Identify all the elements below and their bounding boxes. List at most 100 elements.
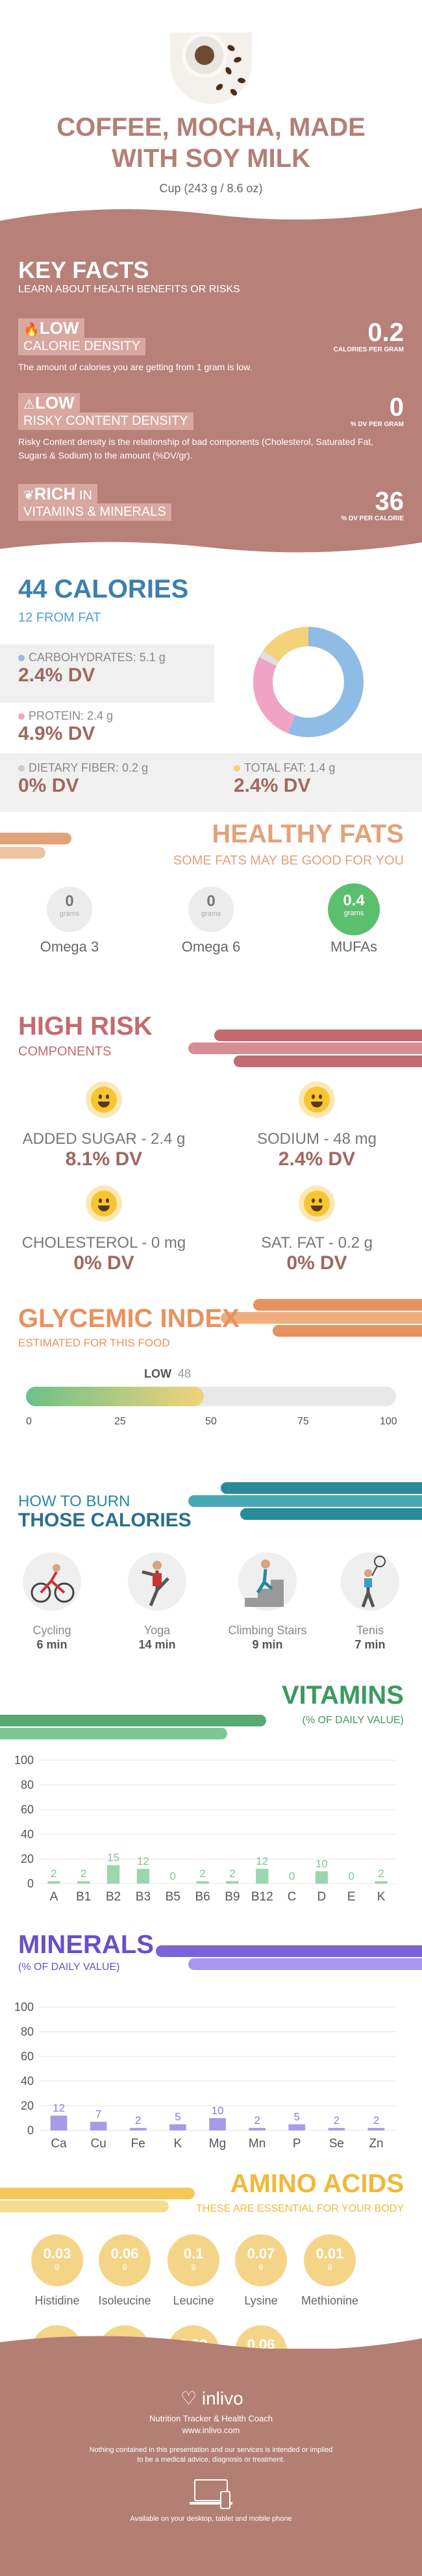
vitamins-bar-chart: 1008060402002A2B115B212B30B52B62B912B120… [14,1754,396,1904]
risky-density-value: 0 [389,393,404,422]
vitamin-value-label: 10 [316,1858,328,1870]
y-tick-label: 0 [27,1877,34,1890]
vitamin-category-label: B2 [106,1890,121,1904]
mineral-category-label: Se [329,2137,344,2151]
disclaimer: to be a medical advice, diagnosis or tre… [137,2456,285,2464]
mineral-category-label: Mg [209,2137,226,2151]
vitamin-bar-B6 [196,1881,209,1884]
mineral-value-label: 2 [254,2114,260,2127]
fat-dot [234,765,240,772]
amino-label: Methionine [301,2294,359,2307]
minerals-title: MINERALS [18,1930,154,1959]
vitamin-density-unit: % DV PER CALORIE [341,515,404,522]
vitamin-value-label: 0 [289,1870,295,1882]
coffee-cup-icon [182,32,227,78]
omega3-circle: 0 grams [47,887,92,932]
vitamin-bar-A [47,1881,60,1884]
healthy-fats-title: HEALTHY FATS [212,820,404,848]
vitamin-value-label: 0 [349,1870,354,1882]
cholesterol-dv: 0% DV [73,1252,134,1274]
stairs-time: 9 min [252,1638,283,1651]
protein-dot [18,713,25,720]
sodium-dv: 2.4% DV [278,1148,356,1170]
y-tick-label: 60 [21,2050,34,2063]
heart-icon: ♡ [180,2388,197,2408]
y-tick-label: 20 [21,1852,34,1865]
sat-fat-dv: 0% DV [286,1252,347,1274]
high-risk-title: HIGH RISK [18,1012,153,1041]
calorie-donut-chart [253,627,364,737]
fiber-fat-box: DIETARY FIBER: 0.2 g 0% DV TOTAL FAT: 1.… [0,753,422,812]
y-tick-label: 100 [14,2001,34,2014]
vitamin-category-label: K [377,1890,386,1904]
header: COFFEE, MOCHA, MADE WITH SOY MILK Cup (2… [0,0,422,231]
vitamin-bar-D [315,1871,329,1884]
donut-slice-protein [253,627,364,737]
cycling-icon [23,1552,81,1611]
y-tick-label: 60 [21,1803,34,1816]
minerals-bar-chart: 100 80 60 40 20 0 12 Ca 7 Cu 2 Fe 5 K 10 Mg 2 Mn 5 P 2 Se 2 Zn [14,2001,396,2151]
mineral-bar-Se [328,2128,345,2130]
fiber-dot [18,765,25,772]
mineral-value-label: 2 [334,2114,340,2127]
wave-divider [0,208,422,231]
y-tick-label: 80 [21,2025,34,2038]
risky-density-label: RISKY CONTENT DENSITY [18,412,193,430]
gi-tick: 0 [26,1416,32,1427]
mineral-value-label: 7 [95,2108,101,2121]
footer-tagline: Nutrition Tracker & Health Coach [149,2414,273,2423]
mineral-value-label: 10 [212,2104,224,2117]
availability: Available on your desktop, tablet and mo… [130,2515,292,2523]
amino-title: AMINO ACIDS [230,2169,404,2198]
carbohydrates-dv: 2.4% DV [18,664,95,686]
vitamins-subtitle: (% OF DAILY VALUE) [302,1715,404,1726]
y-tick-label: 40 [21,2075,34,2088]
stripe [221,1312,422,1324]
vitamin-category-label: B3 [136,1890,151,1904]
omega3-label: Omega 3 [40,939,99,955]
footer-url[interactable]: www.inlivo.com [182,2425,240,2435]
gi-tick: 25 [114,1416,126,1427]
vitamin-value-label: 2 [378,1867,384,1880]
stripe [240,1508,422,1520]
risky-density-unit: % DV PER GRAM [350,421,404,428]
vitamin-bar-B12 [256,1869,269,1884]
vitamin-category-label: E [347,1890,356,1904]
vitamin-density-value: 36 [375,487,404,516]
gi-tick: 75 [297,1416,309,1427]
y-tick-label: 100 [14,1754,34,1767]
rich-badge: ❦RICH IN [18,484,97,505]
stripe [188,1042,422,1054]
mineral-bar-Mn [249,2128,266,2130]
disclaimer: Nothing contained in this presentation a… [89,2446,333,2454]
smiley-icon [86,1081,122,1118]
mineral-category-label: Ca [51,2137,67,2151]
footer: ♡ inlivo Nutrition Tracker & Health Coac… [0,2336,422,2576]
vitamin-value-label: 12 [137,1855,149,1867]
amino-label: Histidine [34,2294,80,2307]
stripe [0,833,71,844]
minerals-subtitle: (% OF DAILY VALUE) [18,1962,120,1973]
vitamin-bar-K [375,1881,388,1884]
mineral-category-label: P [293,2137,301,2151]
serving-size: Cup (243 g / 8.6 oz) [159,182,263,195]
vitamin-category-label: B6 [195,1890,210,1904]
flame-icon: 🔥 [23,323,40,337]
calorie-density-badge: 🔥LOW [18,318,84,340]
y-tick-label: 40 [21,1828,34,1841]
coffee-image [170,32,252,104]
calories-from-fat: 12 FROM FAT [18,611,101,625]
amino-circle: 0.1 g [168,2234,219,2286]
sodium-label: SODIUM - 48 mg [256,1130,377,1148]
protein-dv: 4.9% DV [18,723,95,744]
mineral-category-label: Zn [369,2137,383,2151]
vitamin-value-label: 15 [107,1852,119,1864]
vitamin-value-label: 12 [256,1855,268,1867]
y-tick-label: 0 [27,2124,34,2137]
vitamin-category-label: D [317,1890,327,1904]
vitamins-title: VITAMINS [281,1681,404,1710]
wave-divider [0,2336,422,2355]
mineral-category-label: Cu [91,2137,106,2151]
risky-density-badge: ⚠LOW [18,393,80,414]
mineral-category-label: Fe [131,2137,145,2151]
